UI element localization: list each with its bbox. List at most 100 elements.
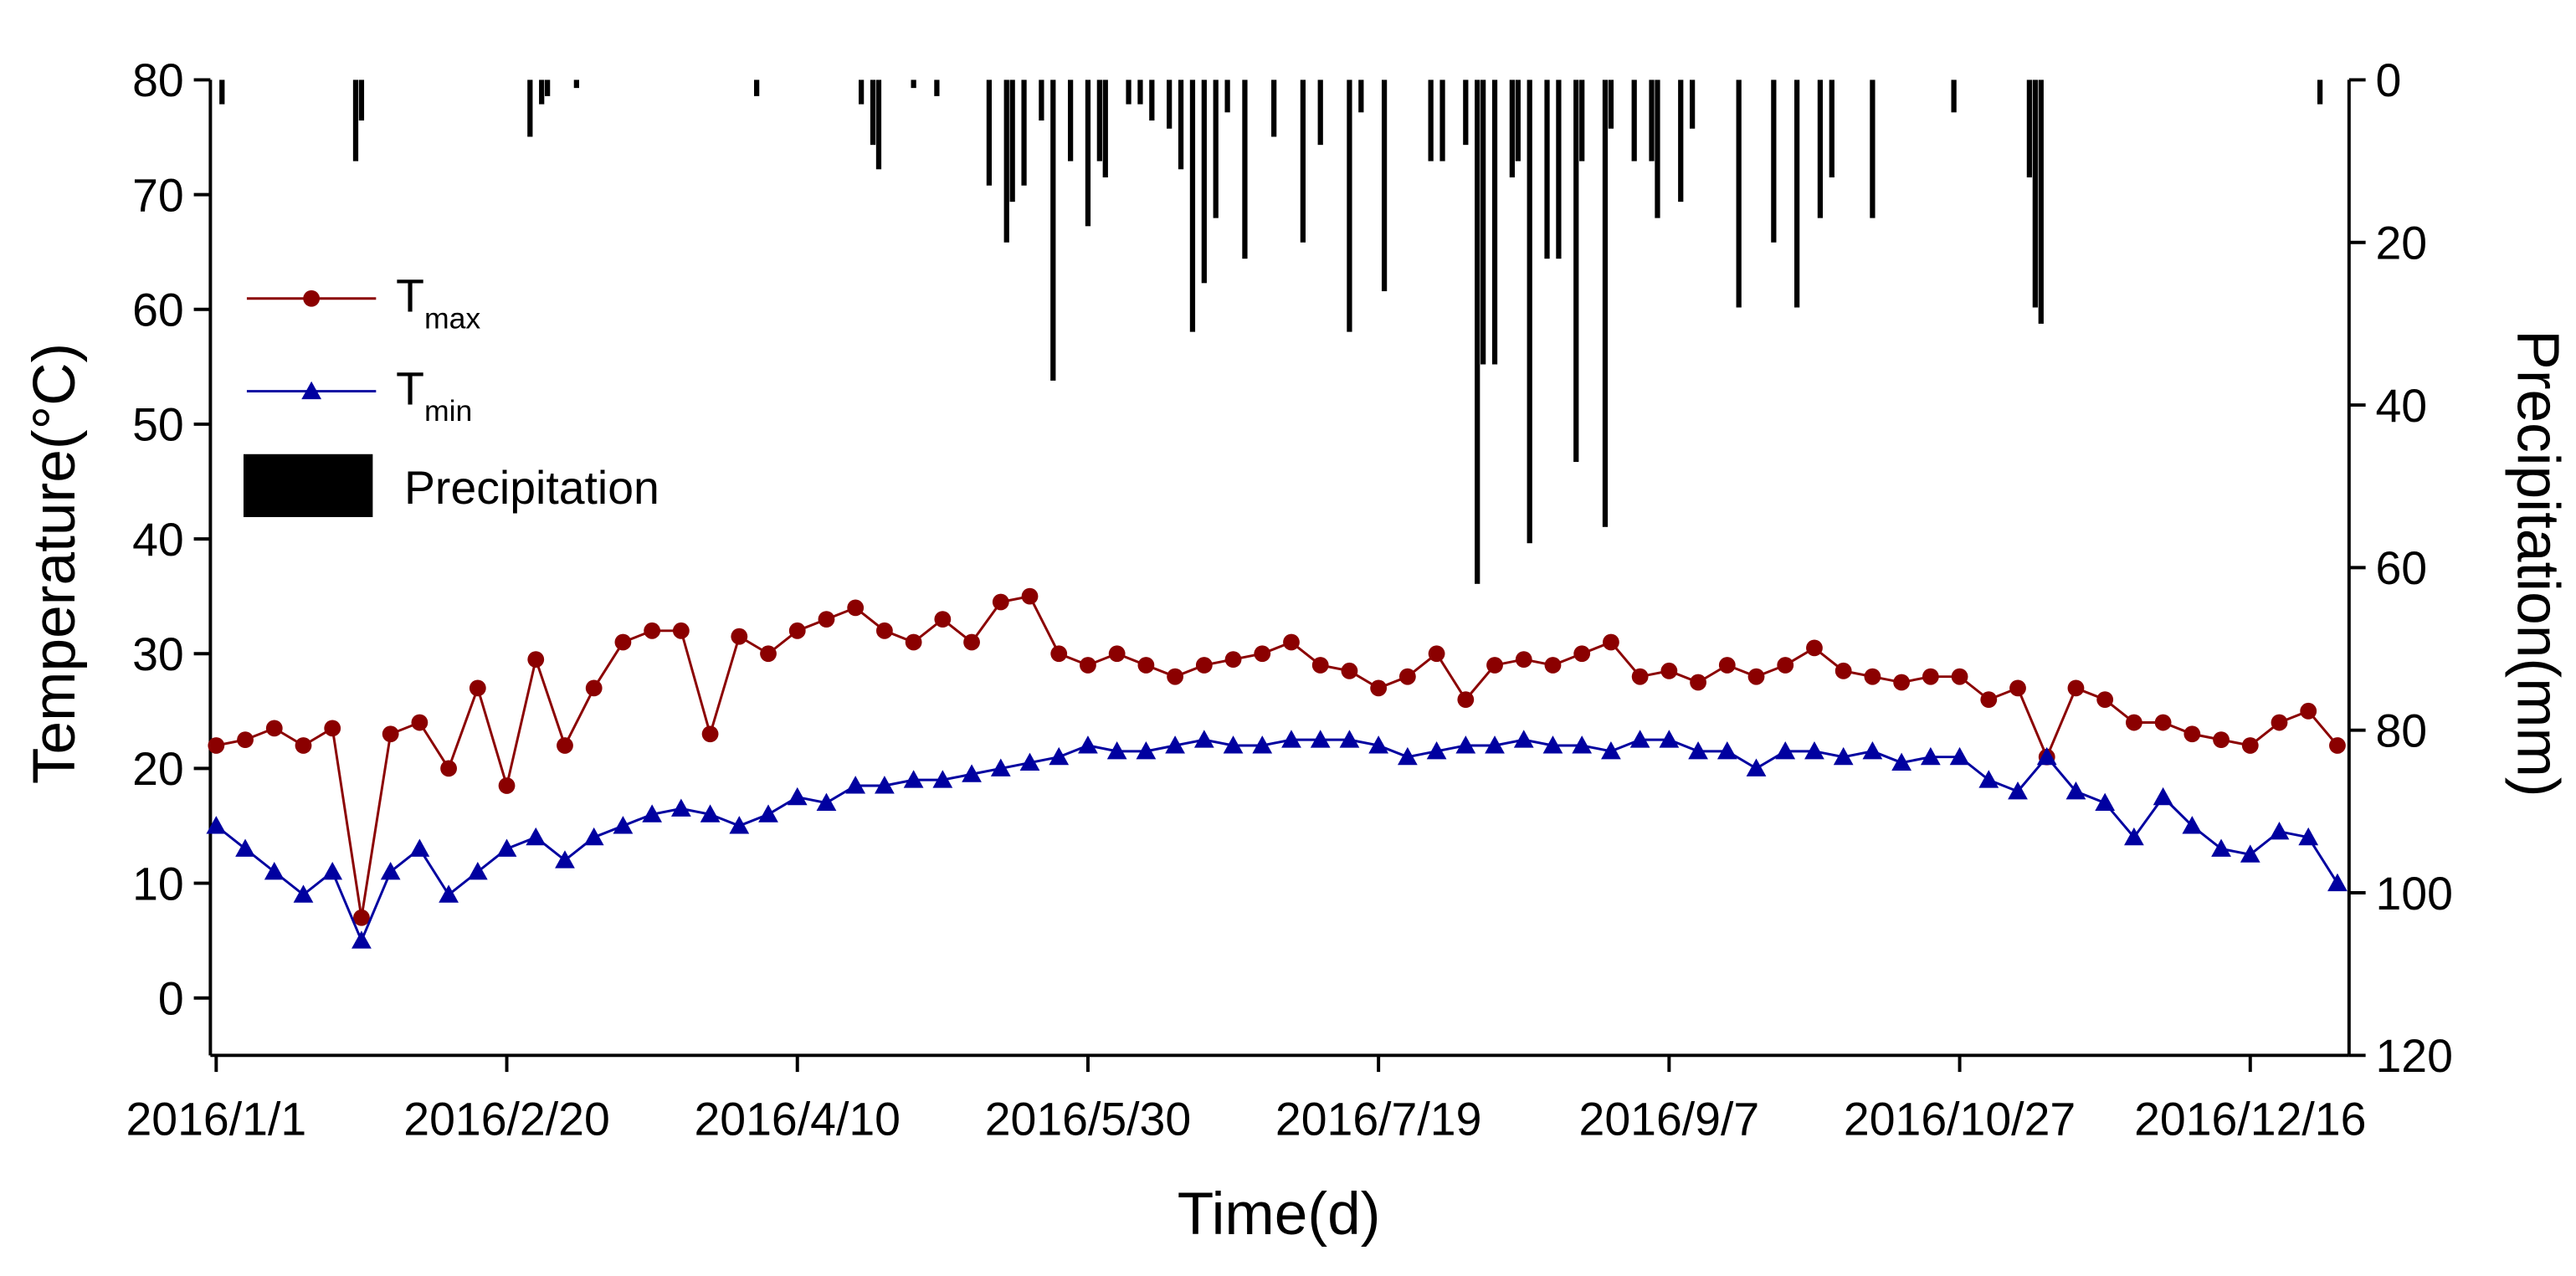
marker xyxy=(1310,730,1331,748)
precipitation-bar xyxy=(1608,79,1614,129)
marker xyxy=(1165,735,1185,754)
x-tick-label: 2016/2/20 xyxy=(403,1093,610,1145)
marker xyxy=(1949,746,1970,766)
precipitation-bar xyxy=(358,79,365,121)
marker xyxy=(1893,674,1911,691)
marker xyxy=(1951,668,1968,685)
marker xyxy=(1862,740,1883,760)
marker xyxy=(1428,645,1445,663)
marker xyxy=(2298,827,2319,846)
marker xyxy=(1049,746,1070,766)
marker xyxy=(1922,668,1939,685)
marker xyxy=(1397,746,1418,766)
marker xyxy=(2095,792,2116,812)
precipitation-bar xyxy=(859,79,865,105)
marker xyxy=(700,804,721,822)
marker xyxy=(467,861,488,880)
marker xyxy=(1601,740,1621,760)
precipitation-bar xyxy=(1655,79,1660,218)
marker xyxy=(1864,668,1881,685)
marker xyxy=(322,861,343,880)
marker xyxy=(382,725,399,743)
marker xyxy=(2008,781,2028,800)
legend-label: Precipitation xyxy=(404,462,659,514)
marker xyxy=(1690,674,1706,691)
marker xyxy=(1542,735,1563,754)
precipitation-bar xyxy=(1480,79,1486,365)
precipitation-bar xyxy=(1271,79,1277,137)
marker xyxy=(1283,633,1300,651)
precipitation-bar xyxy=(1009,79,1015,202)
marker xyxy=(2329,737,2346,754)
marker xyxy=(1980,691,1998,709)
marker xyxy=(1167,668,1184,685)
legend-swatch xyxy=(243,454,373,518)
x-tick-label: 2016/10/27 xyxy=(1844,1093,2076,1145)
marker xyxy=(963,633,980,651)
marker xyxy=(1370,679,1388,697)
marker xyxy=(1050,645,1068,663)
marker xyxy=(731,628,748,645)
marker xyxy=(2009,679,2026,697)
marker xyxy=(352,930,372,949)
precipitation-bar xyxy=(1579,79,1585,161)
precipitation-bar xyxy=(1515,79,1521,161)
precipitation-bar xyxy=(1509,79,1515,178)
marker xyxy=(2240,844,2260,863)
marker xyxy=(380,861,401,880)
marker xyxy=(760,645,777,663)
x-axis-title: Time(d) xyxy=(1178,1181,1381,1248)
marker xyxy=(2269,821,2290,840)
precipitation-bar xyxy=(911,79,916,89)
marker xyxy=(1804,740,1824,760)
marker xyxy=(2182,816,2203,834)
marker xyxy=(469,679,486,697)
marker xyxy=(1485,735,1505,754)
y-tick-label: 20 xyxy=(132,743,184,795)
y2-tick-label: 100 xyxy=(2375,868,2452,920)
marker xyxy=(293,884,314,903)
marker xyxy=(1339,730,1360,748)
marker xyxy=(2067,679,2085,697)
marker xyxy=(672,622,690,639)
marker xyxy=(583,827,604,846)
marker xyxy=(496,838,517,857)
precipitation-bar xyxy=(1201,79,1207,284)
marker xyxy=(526,827,547,846)
marker xyxy=(1920,746,1941,766)
precipitation-bar xyxy=(1213,79,1219,218)
marker xyxy=(876,622,893,639)
marker xyxy=(1603,633,1619,651)
marker xyxy=(1775,740,1796,760)
precipitation-bar xyxy=(1317,79,1323,146)
y-tick-label: 70 xyxy=(132,169,184,221)
precipitation-bar xyxy=(1347,79,1352,332)
marker xyxy=(1078,735,1098,754)
x-tick-label: 2016/4/10 xyxy=(694,1093,901,1145)
marker xyxy=(788,622,806,639)
marker xyxy=(1254,645,1271,663)
precipitation-bar xyxy=(1021,79,1027,186)
y-tick-label: 0 xyxy=(158,973,184,1025)
y-tick-label: 80 xyxy=(132,54,184,106)
marker xyxy=(701,725,719,743)
marker xyxy=(440,760,457,777)
y-axis-title: Temperature(°C) xyxy=(21,343,88,784)
marker xyxy=(2124,827,2144,846)
marker xyxy=(2183,725,2201,743)
precipitation-bar xyxy=(1736,79,1742,308)
precipitation-bar xyxy=(1067,79,1074,161)
marker xyxy=(2065,781,2086,800)
marker xyxy=(1572,735,1593,754)
marker xyxy=(295,737,312,754)
precipitation-bar xyxy=(1678,79,1684,202)
y2-tick-label: 40 xyxy=(2375,380,2427,432)
marker xyxy=(237,731,254,749)
x-tick-label: 2016/1/1 xyxy=(126,1093,306,1145)
precipitation-bar xyxy=(1690,79,1696,129)
marker xyxy=(1021,587,1039,605)
precipitation-bar xyxy=(539,79,545,105)
precipitation-bar xyxy=(1167,79,1173,129)
marker xyxy=(787,787,808,806)
y-tick-label: 60 xyxy=(132,284,184,336)
